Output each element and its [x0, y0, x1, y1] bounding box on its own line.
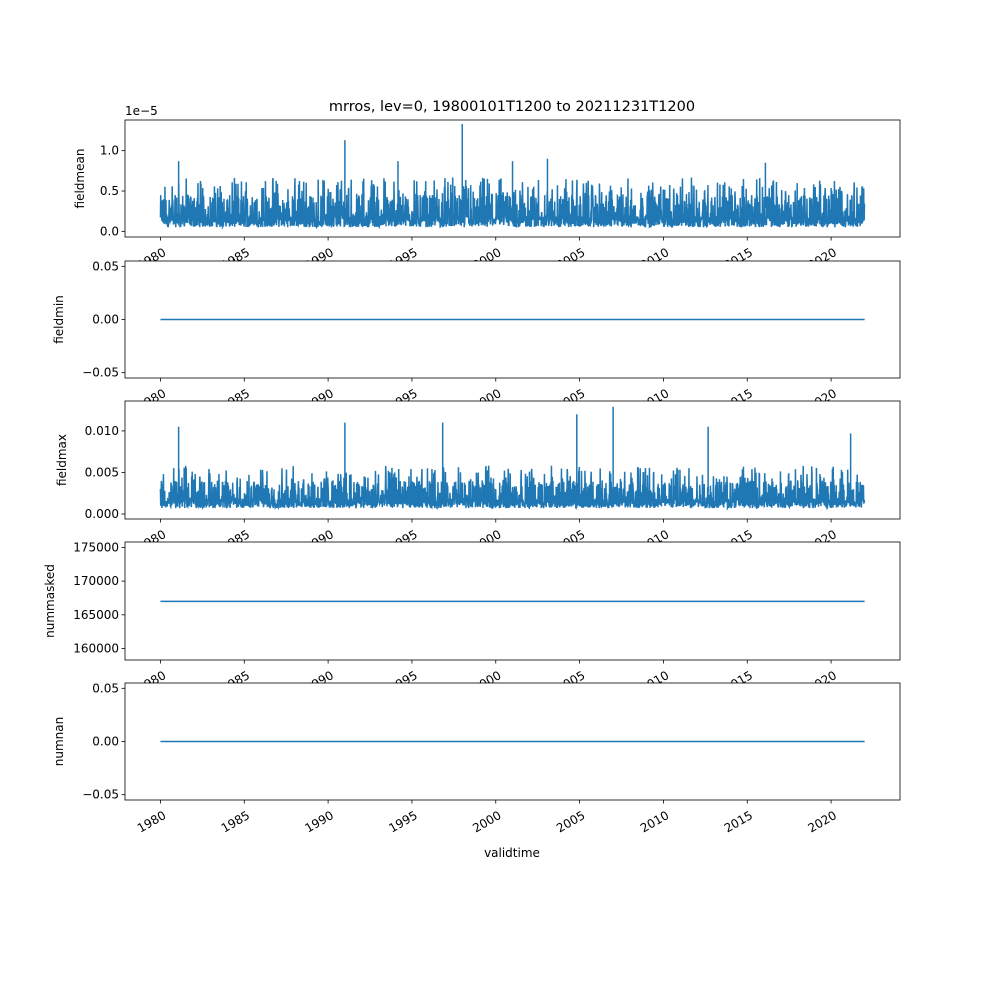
x-tick-label-numnan: 2005 [554, 808, 587, 835]
x-tick-label-numnan: 1990 [303, 808, 336, 835]
y-tick-label-fieldmean: 0.0 [100, 224, 119, 238]
x-tick-label-numnan: 1995 [386, 808, 419, 835]
y-tick-label-fieldmax: 0.000 [85, 507, 119, 521]
y-axis-label-fieldmin: fieldmin [52, 295, 66, 344]
y-tick-label-fieldmin: 0.05 [92, 259, 119, 273]
x-tick-label-numnan: 1985 [219, 808, 252, 835]
y-tick-label-nummasked: 165000 [73, 608, 119, 622]
y-axis-label-numnan: numnan [52, 717, 66, 766]
x-tick-label-numnan: 2015 [722, 808, 755, 835]
x-tick-label-numnan: 2020 [806, 808, 839, 835]
y-tick-label-fieldmean: 0.5 [100, 184, 119, 198]
y-tick-label-nummasked: 175000 [73, 540, 119, 554]
axes-frame-nummasked [124, 541, 901, 661]
y-tick-label-fieldmean: 1.0 [100, 144, 119, 158]
y-axis-label-fieldmax: fieldmax [55, 434, 69, 486]
y-tick-label-nummasked: 160000 [73, 642, 119, 656]
x-tick-label-numnan: 1980 [135, 808, 168, 835]
series-line-fieldmean [159, 177, 866, 230]
y-tick-label-fieldmin: −0.05 [82, 366, 119, 380]
y-axis-label-fieldmean: fieldmean [73, 149, 87, 209]
y-tick-label-fieldmin: 0.00 [92, 313, 119, 327]
series-line-fieldmax [159, 465, 866, 511]
y-offset-text: 1e−5 [125, 104, 158, 118]
x-tick-label-numnan: 2010 [638, 808, 671, 835]
y-tick-label-numnan: −0.05 [82, 788, 119, 802]
x-axis-label: validtime [484, 846, 540, 860]
y-tick-label-nummasked: 170000 [73, 574, 119, 588]
y-tick-label-fieldmax: 0.010 [85, 424, 119, 438]
y-tick-label-numnan: 0.05 [92, 681, 119, 695]
axes-frame-fieldmax [124, 400, 901, 520]
chart-title: mrros, lev=0, 19800101T1200 to 20211231T… [329, 99, 695, 115]
axes-frame-fieldmean [124, 119, 901, 238]
y-tick-label-numnan: 0.00 [92, 735, 119, 749]
y-tick-label-fieldmax: 0.005 [85, 465, 119, 479]
x-tick-label-numnan: 2000 [470, 808, 503, 835]
y-axis-label-nummasked: nummasked [43, 564, 57, 638]
